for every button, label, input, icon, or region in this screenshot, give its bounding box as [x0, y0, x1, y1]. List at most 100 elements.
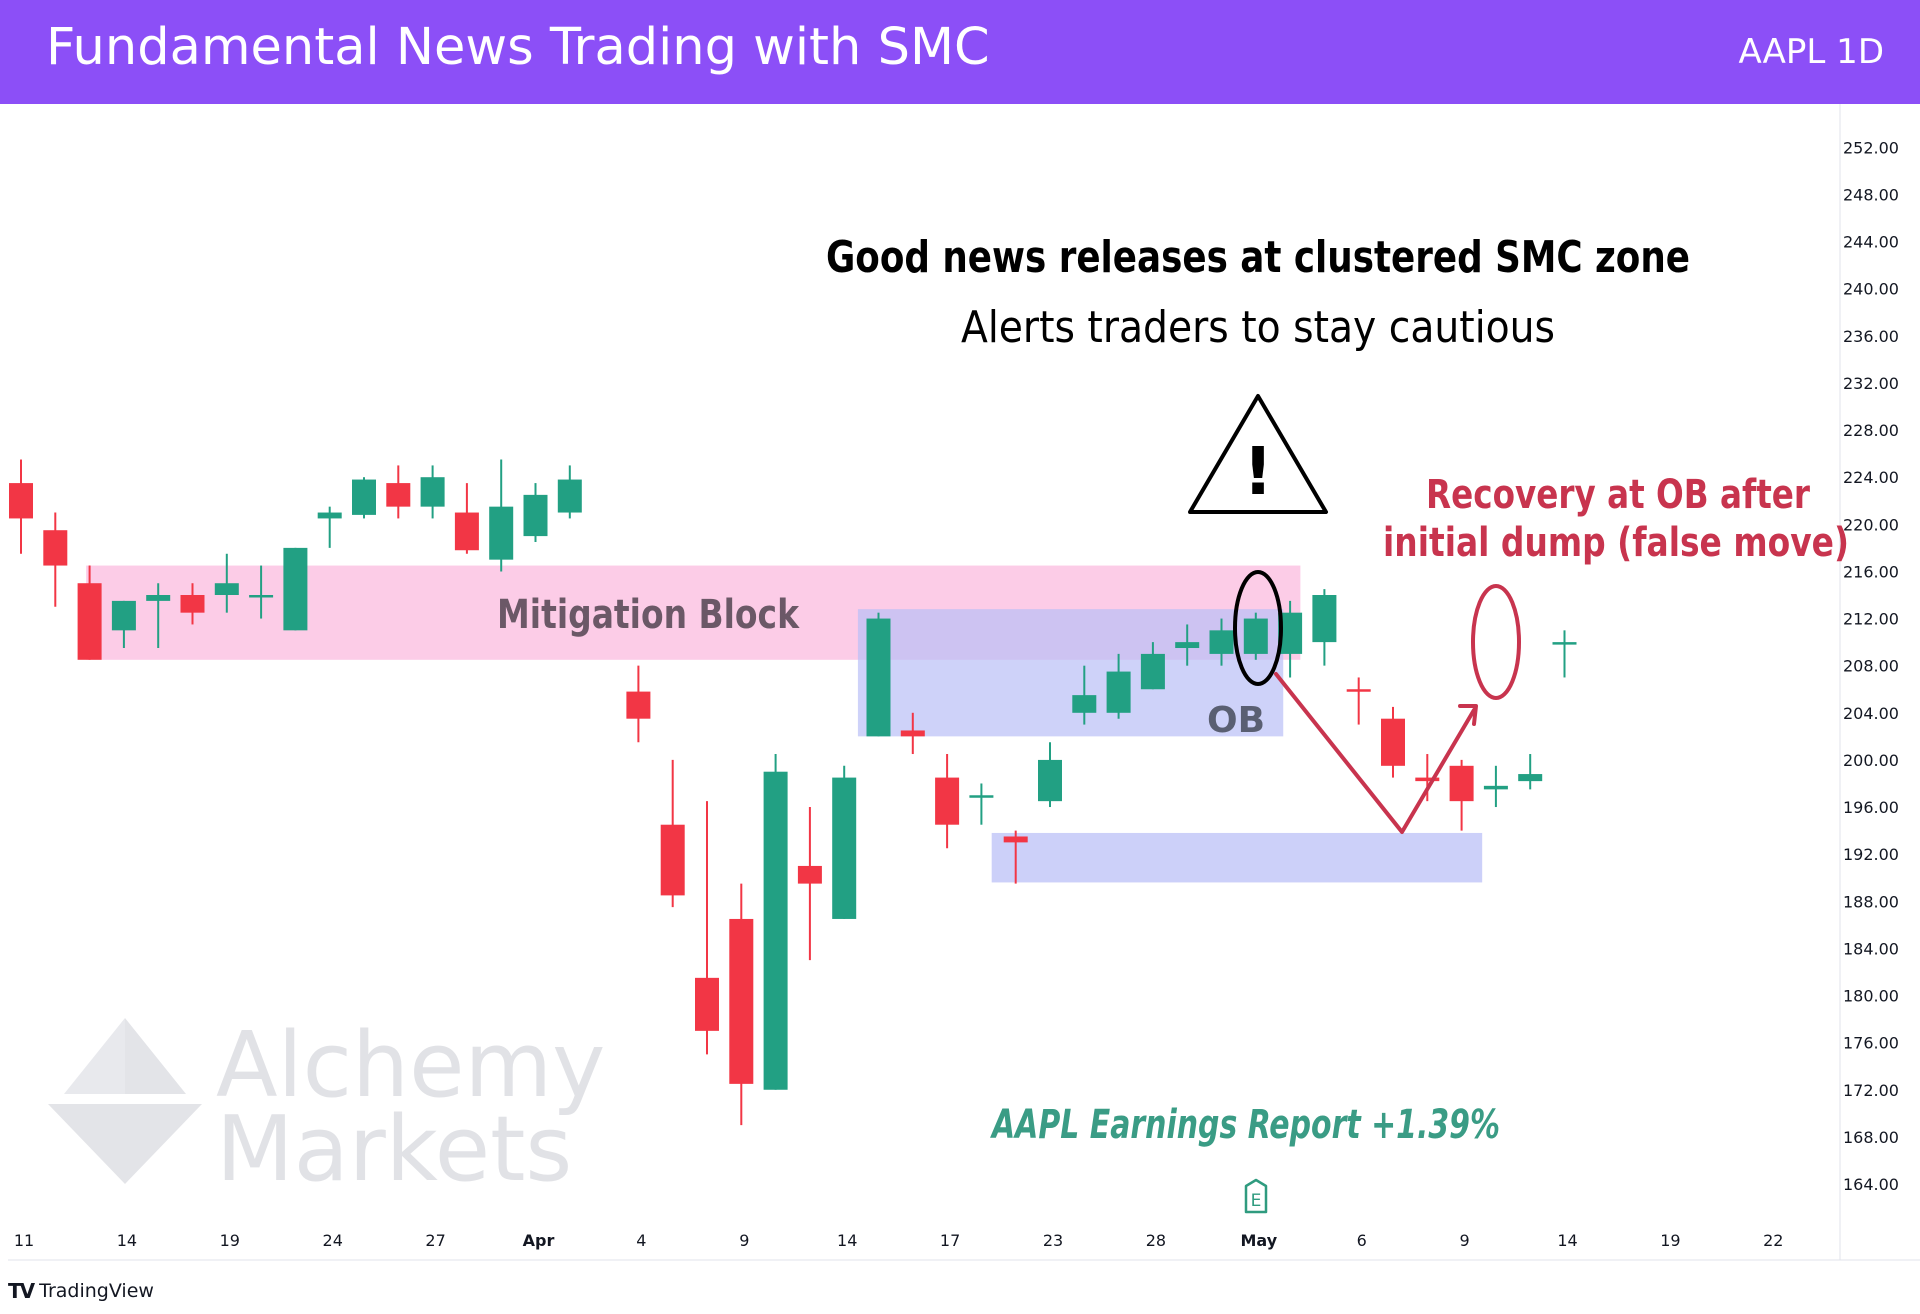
recovery-annotation-line1: Recovery at OB after [1426, 472, 1810, 518]
title-bar: Fundamental News Trading with SMC AAPL 1… [0, 0, 1920, 104]
price-tick-label: 244.00 [1843, 233, 1899, 252]
alchemy-markets-logo-icon [48, 1018, 202, 1184]
price-tick-label: 232.00 [1843, 374, 1899, 393]
candle-body [626, 691, 651, 719]
candle-body [1518, 774, 1543, 782]
candle [1381, 706, 1405, 778]
price-tick-label: 196.00 [1843, 798, 1899, 817]
time-tick-label: Apr [523, 1231, 555, 1250]
svg-text:!: ! [1243, 433, 1273, 510]
candle-body [1449, 765, 1474, 802]
candle-body [386, 483, 411, 507]
candle [111, 600, 136, 649]
price-tick-label: 252.00 [1843, 138, 1899, 157]
order-block-zone [857, 609, 1284, 737]
price-tick-label: 224.00 [1843, 468, 1899, 487]
candle [180, 583, 205, 625]
candle-body [523, 494, 548, 537]
highlight-ellipse-recovery-candle [1471, 584, 1521, 700]
candle-body [969, 795, 994, 798]
tradingview-attribution[interactable]: TV TradingView [8, 1276, 154, 1306]
watermark-line2: Markets [216, 1097, 572, 1202]
time-tick-label: 14 [117, 1231, 137, 1250]
candle-body [146, 595, 171, 601]
candle [660, 759, 685, 908]
symbol-timeframe-label: AAPL 1D [1738, 32, 1884, 72]
time-tick-label: 27 [425, 1231, 445, 1250]
candle [729, 883, 754, 1126]
candle [77, 565, 102, 660]
candle [249, 565, 274, 619]
price-tick-label: 188.00 [1843, 892, 1899, 911]
candle-body [1175, 642, 1200, 649]
candle-body [1003, 836, 1028, 843]
price-tick-label: 212.00 [1843, 610, 1899, 629]
candle [1243, 612, 1268, 660]
candle-body [1106, 671, 1131, 713]
time-tick-label: May [1240, 1231, 1277, 1250]
candle-body [77, 583, 102, 660]
time-axis[interactable]: 11 14 19 24 27 Apr 4 9 14 17 23 28 May 6 9 14 19 22 [14, 1231, 1784, 1250]
candle [695, 801, 719, 1055]
candle [9, 459, 33, 554]
time-tick-label: 19 [1660, 1231, 1680, 1250]
candle-body [249, 595, 274, 598]
candle-body [660, 824, 685, 896]
candle-body [935, 777, 960, 825]
time-tick-label: 24 [323, 1231, 343, 1250]
price-tick-label: 184.00 [1843, 939, 1899, 958]
candle [866, 612, 891, 737]
price-tick-label: 204.00 [1843, 704, 1899, 723]
candle [1003, 830, 1028, 884]
chart-title: Fundamental News Trading with SMC [46, 18, 990, 77]
tradingview-logo-icon: TV [8, 1279, 35, 1303]
candle [386, 465, 411, 519]
candle-body [352, 479, 376, 515]
candle-body [1209, 630, 1234, 654]
candle-body [1038, 759, 1062, 802]
time-tick-label: 19 [220, 1231, 240, 1250]
candle-body [900, 730, 925, 737]
time-tick-label: 4 [636, 1231, 646, 1250]
time-tick-label: 17 [940, 1231, 960, 1250]
candle [214, 553, 239, 613]
candle-body [797, 865, 822, 884]
candle [420, 465, 445, 519]
time-tick-label: 14 [1557, 1231, 1577, 1250]
price-tick-label: 248.00 [1843, 185, 1899, 204]
candle [523, 483, 548, 542]
candle-body [1140, 653, 1165, 690]
tradingview-brand-label: TradingView [39, 1280, 154, 1302]
price-tick-label: 216.00 [1843, 562, 1899, 581]
candle [1175, 624, 1200, 666]
price-chart[interactable]: Alchemy Markets 164.00 168.00 172.00 176.00… [0, 104, 1920, 1274]
price-tick-label: 236.00 [1843, 327, 1899, 346]
candle [969, 783, 994, 825]
candle [1106, 653, 1131, 719]
candle-body [1381, 718, 1405, 766]
candle [454, 483, 479, 554]
candle-body [729, 918, 754, 1084]
time-tick-label: 11 [14, 1231, 34, 1250]
time-tick-label: 22 [1763, 1231, 1783, 1250]
highlight-ellipse-news-candle [1233, 570, 1283, 686]
price-tick-label: 176.00 [1843, 1034, 1899, 1053]
candle [1312, 589, 1337, 666]
candlestick-series [9, 459, 1577, 1126]
candle [1483, 765, 1508, 808]
candle [317, 506, 342, 548]
warning-triangle-icon: ! [1188, 394, 1328, 514]
candle-body [111, 600, 136, 631]
time-tick-label: 9 [739, 1231, 749, 1250]
earnings-event-marker[interactable]: E [1244, 1178, 1268, 1214]
ob-label: OB [1207, 700, 1265, 741]
candle-body [1072, 695, 1097, 713]
price-axis[interactable]: 164.00 168.00 172.00 176.00 180.00 184.00 188.… [1843, 138, 1899, 1194]
price-tick-label: 192.00 [1843, 845, 1899, 864]
candle [1518, 754, 1543, 790]
candle [626, 665, 651, 743]
recovery-annotation-line2: initial dump (false move) [1383, 520, 1849, 566]
candle [1415, 754, 1440, 802]
time-tick-label: 14 [837, 1231, 857, 1250]
candle-body [695, 977, 719, 1031]
